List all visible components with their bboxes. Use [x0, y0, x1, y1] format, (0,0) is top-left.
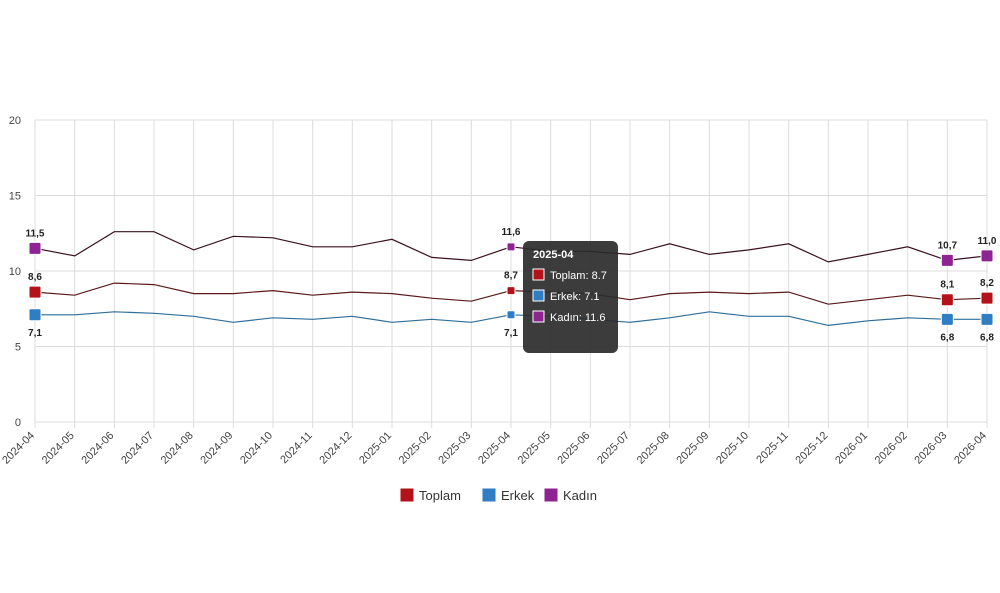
x-tick-label: 2024-05	[40, 430, 77, 467]
data-point[interactable]	[506, 286, 516, 296]
data-label: 6,8	[940, 332, 954, 343]
y-tick-label: 20	[9, 115, 21, 127]
data-label: 8,2	[980, 278, 994, 289]
x-tick-label: 2024-10	[238, 430, 275, 467]
legend-swatch	[481, 487, 497, 503]
x-tick-label: 2025-04	[476, 430, 513, 467]
legend-item-kadin[interactable]: Kadın	[543, 487, 597, 503]
x-tick-label: 2025-07	[595, 430, 632, 467]
x-tick-label: 2025-08	[635, 430, 672, 467]
y-tick-label: 0	[15, 417, 21, 429]
tooltip-swatch	[532, 289, 545, 302]
x-tick-label: 2026-04	[952, 430, 989, 467]
tooltip-swatch	[532, 268, 545, 281]
tooltip-row: Kadın: 11.6	[550, 312, 605, 324]
tooltip-row: Toplam: 8.7	[550, 270, 607, 282]
data-label: 11,0	[978, 236, 997, 247]
data-label: 8,1	[940, 280, 954, 291]
data-point[interactable]	[980, 249, 994, 263]
data-label: 11,5	[26, 228, 45, 239]
tooltip-box	[523, 241, 618, 353]
data-label: 8,7	[504, 271, 518, 282]
x-tick-label: 2025-05	[516, 430, 553, 467]
x-tick-label: 2026-03	[912, 430, 949, 467]
grid	[34, 119, 988, 428]
data-label: 10,7	[938, 240, 958, 251]
x-tick-label: 2024-12	[317, 430, 354, 467]
data-point[interactable]	[940, 293, 954, 307]
data-point[interactable]	[28, 241, 42, 255]
data-point[interactable]	[980, 312, 994, 326]
x-tick-label: 2024-06	[79, 430, 116, 467]
x-tick-label: 2024-08	[159, 430, 196, 467]
legend-swatch	[543, 487, 559, 503]
x-tick-label: 2026-02	[873, 430, 910, 467]
x-tick-label: 2025-01	[357, 430, 394, 467]
x-tick-label: 2025-12	[793, 430, 830, 467]
x-axis: 2024-04 2024-05 2024-06 2024-07 2024-08 2024-…	[0, 430, 989, 467]
tooltip-swatch	[532, 310, 545, 323]
data-label: 11,6	[502, 227, 521, 238]
legend: Toplam Erkek Kadın	[399, 487, 597, 503]
series-points	[28, 241, 994, 326]
x-tick-label: 2024-11	[278, 430, 314, 466]
data-label: 6,8	[980, 332, 994, 343]
x-tick-label: 2025-11	[754, 430, 790, 466]
data-point[interactable]	[940, 253, 954, 267]
tooltip-row: Erkek: 7.1	[550, 291, 600, 303]
legend-swatch	[399, 487, 415, 503]
x-tick-label: 2024-04	[0, 430, 37, 467]
x-tick-label: 2024-09	[198, 430, 235, 467]
x-tick-label: 2025-09	[674, 430, 711, 467]
tooltip-title: 2025-04	[533, 249, 574, 261]
data-point[interactable]	[506, 310, 516, 320]
data-point[interactable]	[506, 242, 516, 252]
x-tick-label: 2026-01	[833, 430, 870, 467]
legend-label: Toplam	[419, 488, 461, 503]
legend-item-erkek[interactable]: Erkek	[481, 487, 535, 503]
data-point[interactable]	[980, 291, 994, 305]
data-label: 8,6	[28, 272, 42, 283]
tooltip: 2025-04 Toplam: 8.7 Erkek: 7.1 Kadın: 11.6	[523, 241, 618, 353]
legend-label: Kadın	[563, 488, 597, 503]
data-point[interactable]	[28, 308, 42, 322]
x-tick-label: 2024-07	[119, 430, 156, 467]
data-labels: 8,6 7,1 11,5 8,7 7,1 11,6 8,1 6,8 10,7 8,2 6,8 11,0	[26, 227, 997, 343]
y-axis: 0 5 10 15 20	[9, 115, 21, 429]
x-tick-label: 2025-02	[397, 430, 434, 467]
y-tick-label: 5	[15, 342, 21, 354]
data-point[interactable]	[940, 312, 954, 326]
y-tick-label: 10	[9, 266, 21, 278]
data-point[interactable]	[28, 285, 42, 299]
x-tick-label: 2025-03	[436, 430, 473, 467]
y-tick-label: 15	[9, 191, 21, 203]
data-label: 7,1	[504, 328, 518, 339]
legend-item-toplam[interactable]: Toplam	[399, 487, 461, 503]
legend-label: Erkek	[501, 488, 535, 503]
x-tick-label: 2025-10	[714, 430, 751, 467]
x-tick-label: 2025-06	[555, 430, 592, 467]
data-label: 7,1	[28, 328, 42, 339]
